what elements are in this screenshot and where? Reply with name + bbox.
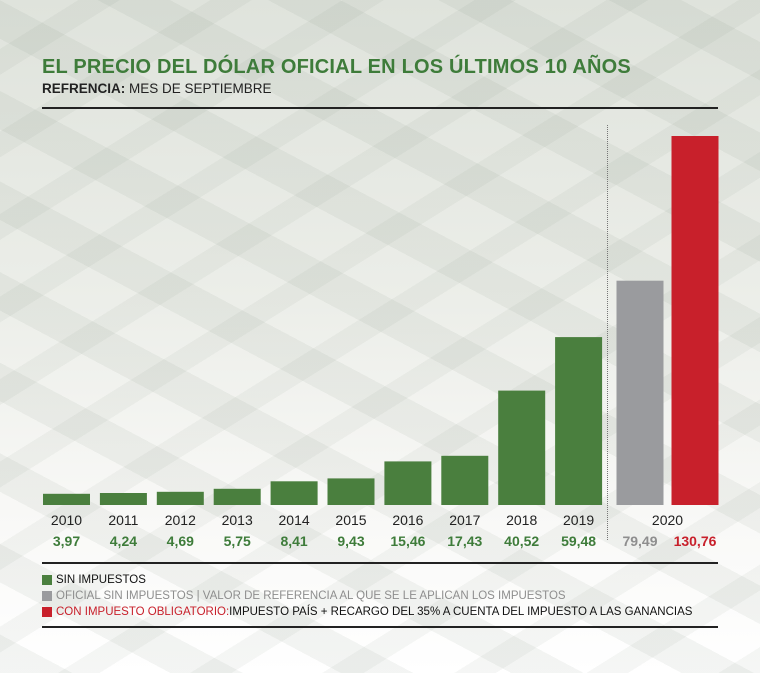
top-rule: [42, 107, 718, 109]
subtitle-label: REFRENCIA:: [42, 81, 126, 96]
legend-text-con-impuesto: IMPUESTO PAÍS + RECARGO DEL 35% A CUENTA…: [229, 606, 693, 618]
bar-2019-sin-impuestos: [555, 337, 603, 505]
year-label-2015: 2015: [335, 512, 366, 528]
year-label-2010: 2010: [51, 512, 82, 528]
subtitle-text: MES DE SEPTIEMBRE: [129, 81, 272, 96]
year-label-2011: 2011: [108, 512, 138, 528]
value-label-2013-sin-impuestos: 5,75: [224, 533, 251, 549]
chart-title: EL PRECIO DEL DÓLAR OFICIAL EN LOS ÚLTIM…: [42, 56, 631, 78]
bar-2020-oficial-sin-impuestos: [616, 280, 664, 505]
bar-2020-con-impuesto-obligatorio: [671, 136, 719, 505]
bar-2017-sin-impuestos: [441, 455, 489, 505]
value-label-2020-con-impuesto-obligatorio: 130,76: [674, 533, 717, 549]
year-label-2016: 2016: [392, 512, 423, 528]
value-label-2015-sin-impuestos: 9,43: [337, 533, 364, 549]
legend-bottom-rule: [42, 626, 718, 628]
legend-item-oficial: OFICIAL SIN IMPUESTOS | VALOR DE REFEREN…: [42, 590, 566, 602]
legend-label-oficial: OFICIAL SIN IMPUESTOS: [56, 590, 194, 602]
year-2020-separator: [607, 125, 608, 540]
bar-2010-sin-impuestos: [43, 493, 90, 505]
bar-2012-sin-impuestos: [156, 491, 204, 505]
value-label-2014-sin-impuestos: 8,41: [280, 533, 307, 549]
legend-label-sin-impuestos: SIN IMPUESTOS: [56, 574, 146, 586]
year-label-2018: 2018: [506, 512, 537, 528]
value-label-2018-sin-impuestos: 40,52: [504, 533, 539, 549]
red-swatch: [42, 607, 52, 617]
year-label-2014: 2014: [279, 512, 310, 528]
legend-label-con-impuesto: CON IMPUESTO OBLIGATORIO:: [56, 606, 230, 618]
legend-text-oficial: | VALOR DE REFERENCIA AL QUE SE LE APLIC…: [193, 590, 566, 602]
bar-2016-sin-impuestos: [384, 461, 432, 505]
value-label-2020-oficial-sin-impuestos: 79,49: [622, 533, 657, 549]
year-label-2017: 2017: [449, 512, 480, 528]
year-label-2013: 2013: [222, 512, 253, 528]
legend-item-sin-impuestos: SIN IMPUESTOS: [42, 574, 146, 586]
bar-chart: 3,97 2010 4,24 2011 4,69 2012 5,75 2013 8,41 2014…: [43, 136, 719, 549]
value-label-2011-sin-impuestos: 4,24: [110, 533, 137, 549]
value-label-2012-sin-impuestos: 4,69: [167, 533, 194, 549]
year-label-2012: 2012: [165, 512, 196, 528]
legend-top-rule: [42, 562, 718, 564]
bar-2018-sin-impuestos: [498, 390, 546, 505]
year-label-2019: 2019: [563, 512, 594, 528]
bar-2013-sin-impuestos: [213, 488, 261, 505]
green-swatch: [42, 575, 52, 585]
bar-2014-sin-impuestos: [270, 481, 318, 505]
year-label-2020: 2020: [652, 512, 683, 528]
value-label-2016-sin-impuestos: 15,46: [390, 533, 425, 549]
bar-2011-sin-impuestos: [99, 493, 147, 505]
value-label-2010-sin-impuestos: 3,97: [53, 533, 80, 549]
legend-item-con-impuesto: CON IMPUESTO OBLIGATORIO: IMPUESTO PAÍS …: [42, 606, 692, 618]
chart-subtitle: REFRENCIA: MES DE SEPTIEMBRE: [42, 81, 272, 96]
value-label-2017-sin-impuestos: 17,43: [447, 533, 482, 549]
bar-2015-sin-impuestos: [327, 478, 375, 505]
value-label-2019-sin-impuestos: 59,48: [561, 533, 596, 549]
gray-swatch: [42, 591, 52, 601]
